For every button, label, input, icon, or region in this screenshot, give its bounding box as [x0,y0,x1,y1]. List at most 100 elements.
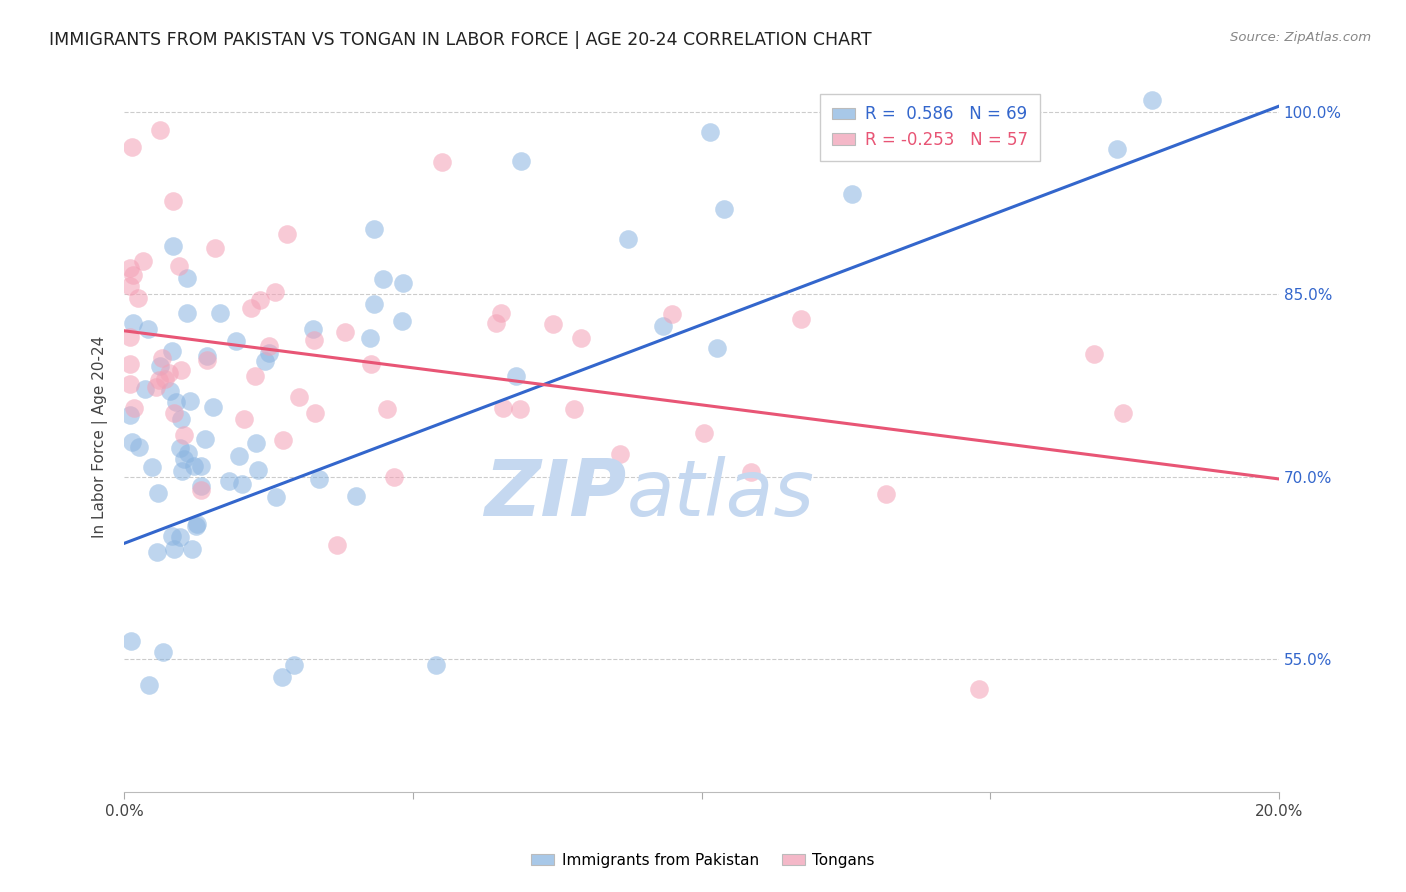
Point [169,530,191,544]
Point [264,285,287,299]
Point [1083,347,1105,361]
Point [231,477,253,491]
Point [326,538,349,552]
Point [509,402,531,417]
Point [652,318,675,333]
Point [155,372,177,386]
Point [146,544,169,558]
Point [170,464,193,478]
Point [790,312,813,326]
Point [375,402,398,417]
Point [243,369,266,384]
Point [162,529,184,543]
Point [169,441,191,455]
Point [195,353,218,368]
Point [163,541,186,556]
Point [1107,142,1129,156]
Point [344,489,367,503]
Point [1112,405,1135,419]
Point [190,478,212,492]
Point [208,306,231,320]
Point [287,390,309,404]
Point [148,373,170,387]
Point [183,459,205,474]
Point [363,222,385,236]
Point [491,401,513,416]
Point [162,239,184,253]
Point [609,447,631,461]
Point [141,460,163,475]
Point [120,634,142,648]
Point [253,354,276,368]
Point [120,260,142,275]
Point [270,670,292,684]
Point [713,202,735,217]
Point [541,317,564,331]
Text: IMMIGRANTS FROM PAKISTAN VS TONGAN IN LABOR FORCE | AGE 20-24 CORRELATION CHART: IMMIGRANTS FROM PAKISTAN VS TONGAN IN LA… [49,31,872,49]
Point [180,542,202,557]
Point [150,351,173,365]
Point [194,433,217,447]
Point [661,307,683,321]
Text: atlas: atlas [627,456,814,532]
Point [249,293,271,307]
Point [170,412,193,426]
Point [121,268,143,283]
Point [127,291,149,305]
Point [157,366,180,380]
Point [360,358,382,372]
Point [169,363,191,377]
Point [699,125,721,139]
Point [740,465,762,479]
Point [204,241,226,255]
Point [509,154,531,169]
Point [136,322,159,336]
Point [201,400,224,414]
Point [246,463,269,477]
Point [120,357,142,371]
Point [491,306,513,320]
Point [1140,93,1163,107]
Point [149,359,172,374]
Point [245,435,267,450]
Point [121,140,143,154]
Point [186,516,208,531]
Text: ZIP: ZIP [484,456,627,532]
Point [391,314,413,328]
Point [266,490,288,504]
Point [425,657,447,672]
Point [165,395,187,409]
Point [120,408,142,422]
Point [132,253,155,268]
Point [134,382,156,396]
Point [232,412,254,426]
Point [128,440,150,454]
Point [228,449,250,463]
Point [190,459,212,474]
Point [430,155,453,169]
Point [190,483,212,497]
Point [384,470,406,484]
Point [562,401,585,416]
Point [195,349,218,363]
Point [120,376,142,391]
Point [841,187,863,202]
Point [121,316,143,330]
Text: Source: ZipAtlas.com: Source: ZipAtlas.com [1230,31,1371,45]
Point [257,346,280,360]
Point [186,519,208,533]
Point [363,297,385,311]
Point [616,231,638,245]
Point [333,325,356,339]
Point [967,681,990,696]
Point [304,406,326,420]
Point [302,322,325,336]
Y-axis label: In Labor Force | Age 20-24: In Labor Force | Age 20-24 [93,336,108,538]
Point [485,316,508,330]
Point [225,334,247,348]
Point [152,645,174,659]
Point [505,369,527,384]
Point [308,472,330,486]
Point [121,435,143,450]
Point [875,487,897,501]
